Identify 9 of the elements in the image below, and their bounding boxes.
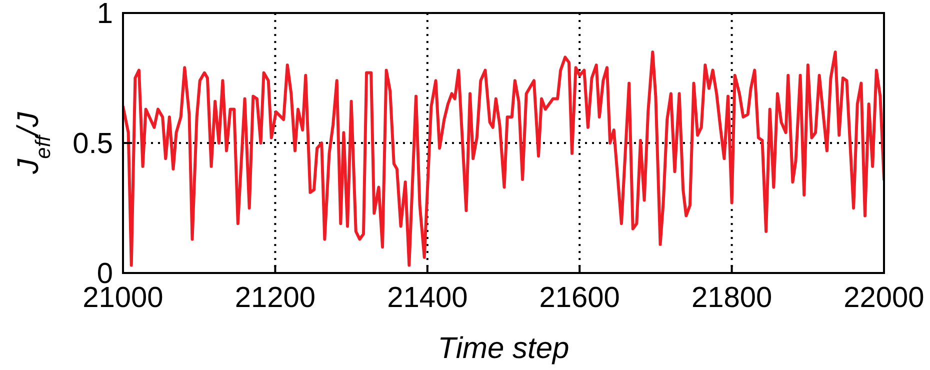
line-series bbox=[123, 50, 884, 267]
x-tick-label: 21400 bbox=[387, 282, 468, 314]
y-tick-label: 0.5 bbox=[72, 128, 113, 160]
x-axis-title: Time step bbox=[438, 332, 570, 365]
x-tick-label: 22000 bbox=[844, 282, 924, 314]
x-tick-label: 21200 bbox=[234, 282, 316, 314]
y-tick-label: 1 bbox=[96, 0, 113, 30]
x-tick-label: 21800 bbox=[691, 282, 772, 314]
x-tick-label: 21600 bbox=[539, 282, 620, 314]
